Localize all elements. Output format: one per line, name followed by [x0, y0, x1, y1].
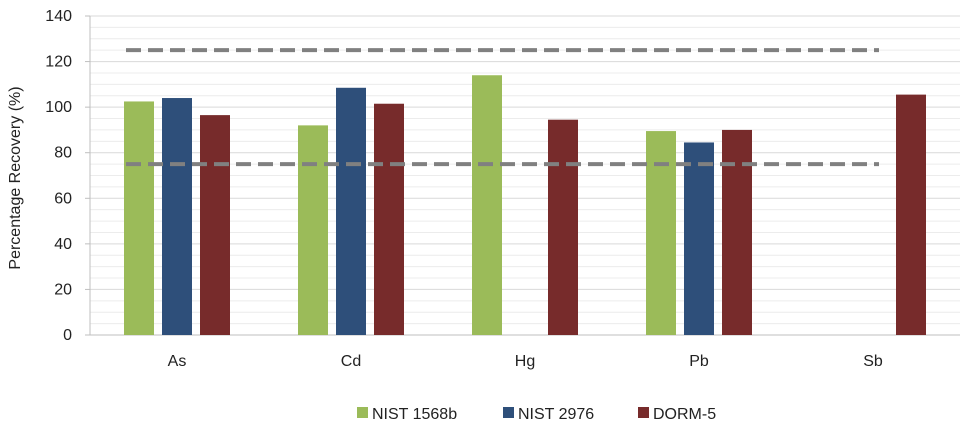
bar: [722, 129, 752, 335]
x-tick-label: Hg: [515, 353, 535, 370]
legend-label: DORM-5: [653, 406, 716, 423]
bar: [336, 87, 366, 336]
bar: [472, 75, 502, 335]
y-tick-label: 60: [54, 190, 72, 207]
y-tick-label: 120: [45, 54, 72, 71]
y-tick-label: 20: [54, 281, 72, 298]
bars: [124, 75, 926, 336]
bar: [646, 131, 676, 335]
y-tick-label: 140: [45, 8, 72, 25]
y-axis: 0 20 40 60 80 100 120 140: [45, 8, 960, 344]
bar: [684, 142, 714, 335]
x-tick-label: Pb: [689, 353, 709, 370]
bar: [298, 125, 328, 335]
y-tick-label: 80: [54, 145, 72, 162]
bar: [548, 119, 578, 335]
legend-swatch: [357, 407, 368, 418]
x-tick-label: Cd: [341, 353, 361, 370]
reference-lines: [126, 48, 879, 167]
gridlines: [90, 15, 960, 336]
legend-swatch: [503, 407, 514, 418]
y-tick-label: 0: [63, 327, 72, 344]
y-axis-label: Percentage Recovery (%): [7, 86, 24, 269]
bar: [124, 101, 154, 335]
legend-label: NIST 2976: [518, 406, 594, 423]
x-tick-label: Sb: [863, 353, 883, 370]
legend-swatch: [638, 407, 649, 418]
legend: NIST 1568b NIST 2976 DORM-5: [357, 406, 716, 423]
bar: [374, 103, 404, 335]
x-tick-label: As: [168, 353, 187, 370]
legend-label: NIST 1568b: [372, 406, 457, 423]
y-tick-label: 100: [45, 99, 72, 116]
bar: [200, 115, 230, 335]
y-tick-label: 40: [54, 236, 72, 253]
x-axis-labels: As Cd Hg Pb Sb: [168, 353, 883, 370]
bar: [896, 94, 926, 335]
bar: [162, 98, 192, 336]
